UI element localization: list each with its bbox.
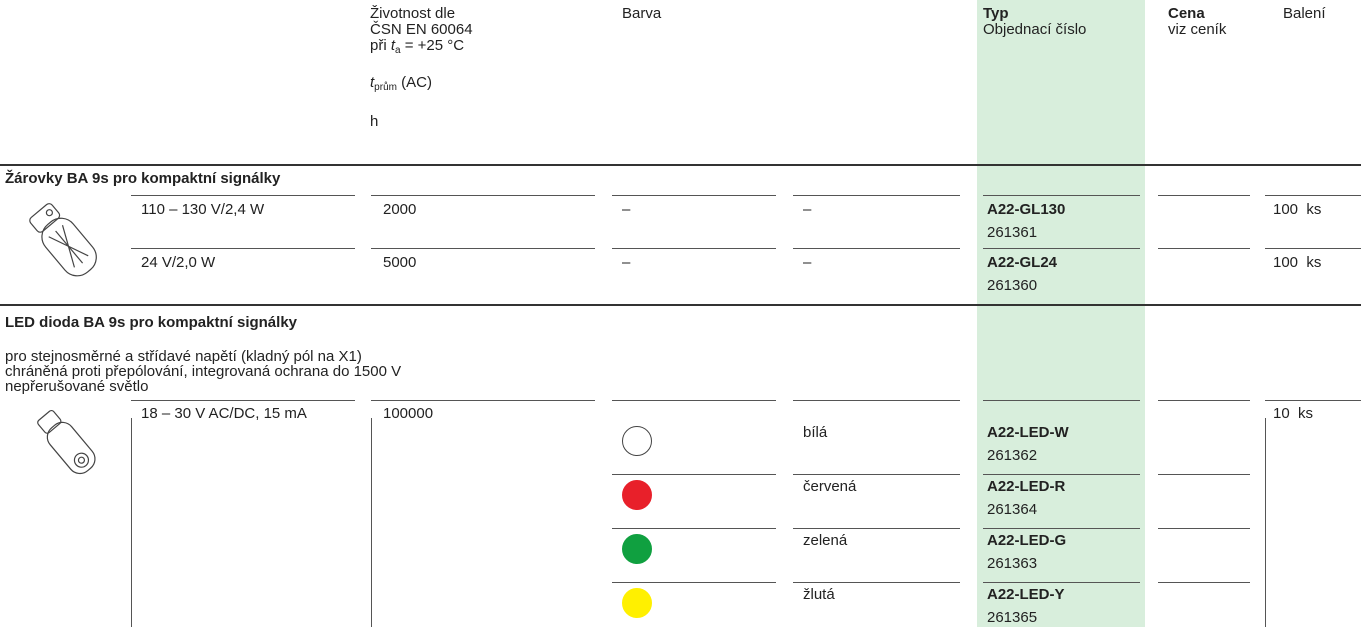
color-name: bílá	[803, 424, 828, 441]
cell-rule	[983, 528, 1140, 529]
cell-border	[1265, 418, 1266, 627]
cell-rule	[612, 582, 776, 583]
suffix: = +25 °C	[400, 37, 465, 54]
prefix: při	[370, 37, 391, 54]
cell-rule	[612, 474, 776, 475]
color-swatch	[622, 426, 652, 456]
order-number: 261361	[987, 224, 1038, 241]
header-life-avg: tprům (AC)	[370, 74, 432, 96]
cell-rule	[1265, 248, 1361, 249]
header-life-temp: při ta = +25 °C	[370, 37, 464, 59]
color-swatch	[622, 480, 652, 510]
header-life-unit: h	[370, 113, 379, 130]
header-type: Typ	[983, 5, 1009, 22]
cell-rule	[1265, 400, 1361, 401]
header-price-sub: viz ceník	[1168, 21, 1227, 38]
subscript: prům	[374, 82, 397, 93]
order-number: 261365	[987, 609, 1038, 626]
cell-rule	[612, 528, 776, 529]
cell-rule	[793, 582, 960, 583]
type: A22-LED-Y	[987, 586, 1065, 603]
led-icon	[37, 409, 96, 475]
cell-rule	[1158, 400, 1250, 401]
order-number: 261360	[987, 277, 1038, 294]
cell-rule	[983, 248, 1140, 249]
description: pro stejnosměrné a střídavé napětí (klad…	[5, 348, 362, 365]
type: A22-GL130	[987, 201, 1066, 218]
cell-rule	[131, 400, 355, 401]
description: nepřerušované světlo	[5, 378, 149, 395]
voltage: 24 V/2,0 W	[141, 254, 216, 271]
type: A22-LED-R	[987, 478, 1066, 495]
cell-rule	[612, 195, 776, 196]
symbol: t	[370, 74, 375, 91]
cell-rule	[983, 582, 1140, 583]
header-packaging: Balení	[1283, 5, 1326, 22]
description: chráněná proti přepólování, integrovaná …	[5, 363, 402, 380]
cell-rule	[793, 474, 960, 475]
cell-rule	[1158, 248, 1250, 249]
subscript: a	[395, 45, 401, 56]
packaging: 10 ks	[1273, 405, 1314, 422]
cell-rule	[371, 400, 595, 401]
section-rule	[0, 164, 1361, 166]
cell-rule	[131, 195, 355, 196]
cell-rule	[612, 400, 776, 401]
color-swatch	[622, 534, 652, 564]
cell-rule	[371, 195, 595, 196]
header-life: ČSN EN 60064	[370, 21, 473, 38]
cell-rule	[793, 400, 960, 401]
voltage: 18 – 30 V AC/DC, 15 mA	[141, 405, 307, 422]
cell-rule	[983, 195, 1140, 196]
cell-rule	[793, 195, 960, 196]
order-column-band	[977, 0, 1145, 627]
cell-rule	[1158, 582, 1250, 583]
order-number: 261364	[987, 501, 1038, 518]
header-color: Barva	[622, 5, 662, 22]
section-title: LED dioda BA 9s pro kompaktní signálky	[5, 314, 298, 331]
life: 5000	[383, 254, 417, 271]
cell-rule	[793, 528, 960, 529]
color-name: červená	[803, 478, 857, 495]
symbol: t	[390, 37, 396, 54]
life: 100000	[383, 405, 434, 422]
cell-rule	[1158, 528, 1250, 529]
section-title: Žárovky BA 9s pro kompaktní signálky	[5, 170, 281, 187]
order-number: 261362	[987, 447, 1038, 464]
color-name: –	[803, 254, 812, 271]
color-name: zelená	[803, 532, 848, 549]
life: 2000	[383, 201, 417, 218]
color-name: –	[803, 201, 812, 218]
cell-rule	[131, 248, 355, 249]
cell-rule	[793, 248, 960, 249]
color-name: žlutá	[803, 586, 835, 603]
type: A22-LED-W	[987, 424, 1069, 441]
order-number: 261363	[987, 555, 1038, 572]
header-life: Životnost dle	[370, 5, 456, 22]
cell-border	[371, 418, 372, 627]
cell-rule	[1158, 474, 1250, 475]
cell-rule	[1265, 195, 1361, 196]
cell-rule	[371, 248, 595, 249]
cell-border	[131, 418, 132, 627]
voltage: 110 – 130 V/2,4 W	[141, 201, 265, 218]
type: A22-LED-G	[987, 532, 1067, 549]
header-price: Cena	[1168, 5, 1205, 22]
section-rule	[0, 304, 1361, 306]
color: –	[622, 201, 631, 218]
packaging: 100 ks	[1273, 201, 1322, 218]
color: –	[622, 254, 631, 271]
color-swatch	[622, 588, 652, 618]
suffix: (AC)	[396, 74, 432, 91]
type: A22-GL24	[987, 254, 1058, 271]
packaging: 100 ks	[1273, 254, 1322, 271]
cell-rule	[612, 248, 776, 249]
cell-rule	[1158, 195, 1250, 196]
cell-rule	[983, 474, 1140, 475]
header-type-sub: Objednací číslo	[983, 21, 1087, 38]
bulb-icon	[29, 203, 97, 277]
cell-rule	[983, 400, 1140, 401]
